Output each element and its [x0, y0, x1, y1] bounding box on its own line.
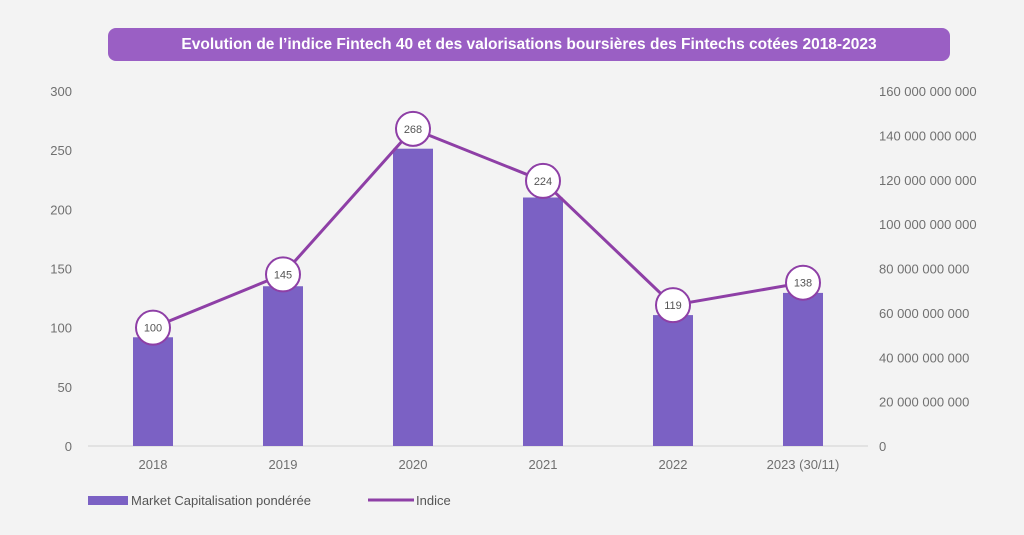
data-point: [655, 287, 691, 324]
left-tick-label: 250: [50, 143, 72, 158]
left-axis: 0 50 100 150 200 250 300: [50, 84, 72, 454]
x-tick-label: 2018: [139, 457, 168, 472]
legend-label-market-cap: Market Capitalisation pondérée: [131, 493, 311, 508]
bar: [393, 148, 433, 446]
left-tick-label: 50: [58, 380, 72, 395]
legend-swatch-market-cap: [88, 496, 128, 505]
left-tick-label: 150: [50, 262, 72, 277]
legend: Market Capitalisation pondérée Indice: [88, 493, 451, 508]
bar: [523, 197, 563, 446]
x-axis: 2018 2019 2020 2021 2022 2023 (30/11): [139, 457, 840, 472]
bar-series: [133, 148, 823, 446]
bar: [783, 292, 823, 446]
x-tick-label: 2021: [529, 457, 558, 472]
x-tick-label: 2023 (30/11): [767, 457, 840, 472]
data-label: 138: [794, 278, 812, 290]
data-point: [395, 110, 431, 147]
data-point: [265, 256, 301, 293]
x-tick-label: 2020: [399, 457, 428, 472]
bar: [133, 337, 173, 446]
left-tick-label: 300: [50, 84, 72, 99]
legend-label-indice: Indice: [416, 493, 451, 508]
right-tick-label: 0: [879, 439, 886, 454]
right-tick-label: 160 000 000 000: [879, 84, 977, 99]
x-tick-label: 2022: [659, 457, 688, 472]
right-tick-label: 40 000 000 000: [879, 350, 969, 365]
right-tick-label: 140 000 000 000: [879, 128, 977, 143]
right-tick-label: 100 000 000 000: [879, 217, 977, 232]
indice-line: [152, 127, 804, 330]
data-label: 145: [274, 269, 292, 281]
data-point: [135, 309, 171, 346]
data-point: [525, 162, 561, 199]
left-tick-label: 0: [65, 439, 72, 454]
left-tick-label: 200: [50, 202, 72, 217]
right-tick-label: 20 000 000 000: [879, 395, 969, 410]
bar: [653, 315, 693, 446]
data-label: 224: [534, 176, 552, 188]
data-point: [785, 264, 821, 301]
data-label: 100: [144, 323, 162, 335]
right-tick-label: 80 000 000 000: [879, 262, 969, 277]
chart-title: Evolution de l’indice Fintech 40 et des …: [108, 28, 950, 61]
right-tick-label: 60 000 000 000: [879, 306, 969, 321]
line-series: 100 145 268 224 119 138: [135, 110, 821, 346]
data-label: 119: [664, 300, 682, 312]
left-tick-label: 100: [50, 321, 72, 336]
bar: [263, 286, 303, 446]
right-tick-label: 120 000 000 000: [879, 173, 977, 188]
x-tick-label: 2019: [269, 457, 298, 472]
data-label: 268: [404, 124, 422, 136]
right-axis: 0 20 000 000 000 40 000 000 000 60 000 000 …: [879, 84, 977, 454]
